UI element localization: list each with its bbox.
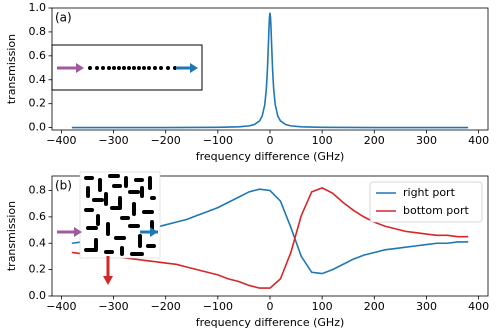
y-tick-label: 0.6	[29, 210, 47, 223]
scatterer	[104, 250, 114, 254]
y-tick-label: 0.8	[29, 184, 47, 197]
y-tick-label: 1.0	[29, 1, 47, 14]
scatterer	[138, 234, 142, 248]
scatterer	[148, 176, 152, 190]
input-arrow-head	[74, 227, 82, 237]
x-tick-label: −400	[46, 134, 76, 147]
scatterer	[96, 214, 100, 226]
plot-area	[71, 12, 469, 129]
x-tick-label: −100	[203, 134, 233, 147]
x-tick-label: 300	[416, 134, 437, 147]
scatterer	[124, 176, 128, 188]
x-tick-label: −200	[151, 300, 181, 313]
scatterer	[104, 192, 108, 206]
x-tick-label: 0	[267, 300, 274, 313]
bottom-arrow-head	[103, 276, 113, 285]
y-tick-label: 0.4	[29, 73, 47, 86]
x-tick-label: 100	[312, 134, 333, 147]
scatterer	[134, 178, 144, 182]
scatterer	[128, 190, 140, 194]
x-axis-label: frequency difference (GHz)	[196, 150, 345, 163]
scatterer	[120, 246, 124, 256]
x-axis-label: frequency difference (GHz)	[196, 316, 345, 329]
data-line	[71, 12, 469, 129]
scatterer	[92, 198, 104, 202]
x-tick-label: −200	[151, 134, 181, 147]
y-axis-label: transmission	[5, 34, 18, 104]
y-axis-label: transmission	[5, 201, 18, 271]
y-tick-label: 0.2	[29, 263, 47, 276]
data-line	[71, 186, 469, 289]
scatterer	[94, 238, 98, 250]
scatterer	[114, 236, 126, 240]
scatterer	[84, 248, 98, 252]
scatterer	[86, 186, 90, 198]
scatterer	[120, 216, 130, 220]
inset-a	[51, 44, 203, 91]
scatterer	[112, 184, 122, 188]
x-tick-label: −400	[46, 300, 76, 313]
scatterer	[130, 252, 144, 256]
scatterer	[142, 210, 154, 214]
scatterer	[150, 196, 156, 200]
scatterer	[86, 226, 98, 230]
y-tick-label: 0.2	[29, 97, 47, 110]
x-tick-label: 100	[312, 300, 333, 313]
legend: right port bottom port	[369, 181, 483, 223]
scatterer	[128, 224, 140, 228]
scatterer	[108, 174, 120, 178]
y-tick-label: 0.8	[29, 25, 47, 38]
scatterer	[140, 186, 144, 198]
legend-label: right port	[403, 186, 456, 199]
x-tick-label: −300	[98, 134, 128, 147]
scatterer	[118, 196, 122, 208]
scatterer	[84, 208, 94, 212]
y-tick-label: 0.0	[29, 289, 47, 302]
panel-label: (b)	[55, 179, 72, 193]
scatterer	[98, 178, 102, 192]
y-tick-label: 0.0	[29, 121, 47, 134]
y-tick-label: 0.4	[29, 236, 47, 249]
legend-label: bottom port	[403, 204, 470, 217]
scatterer	[110, 206, 122, 210]
legend-frame	[369, 181, 483, 223]
scatterer	[106, 222, 110, 236]
x-tick-label: −100	[203, 300, 233, 313]
scatterer	[146, 244, 156, 248]
scatterer	[84, 176, 94, 180]
x-tick-label: 200	[364, 300, 385, 313]
x-tick-label: 300	[416, 300, 437, 313]
scatterer	[132, 202, 136, 216]
right-arrow-head	[150, 227, 158, 237]
x-tick-label: 0	[267, 134, 274, 147]
panel-label: (a)	[55, 11, 72, 25]
x-tick-label: 400	[468, 134, 489, 147]
y-tick-label: 0.6	[29, 49, 47, 62]
x-tick-label: 200	[364, 134, 385, 147]
inset-b	[57, 171, 161, 285]
x-tick-label: 400	[468, 300, 489, 313]
x-tick-label: −300	[98, 300, 128, 313]
